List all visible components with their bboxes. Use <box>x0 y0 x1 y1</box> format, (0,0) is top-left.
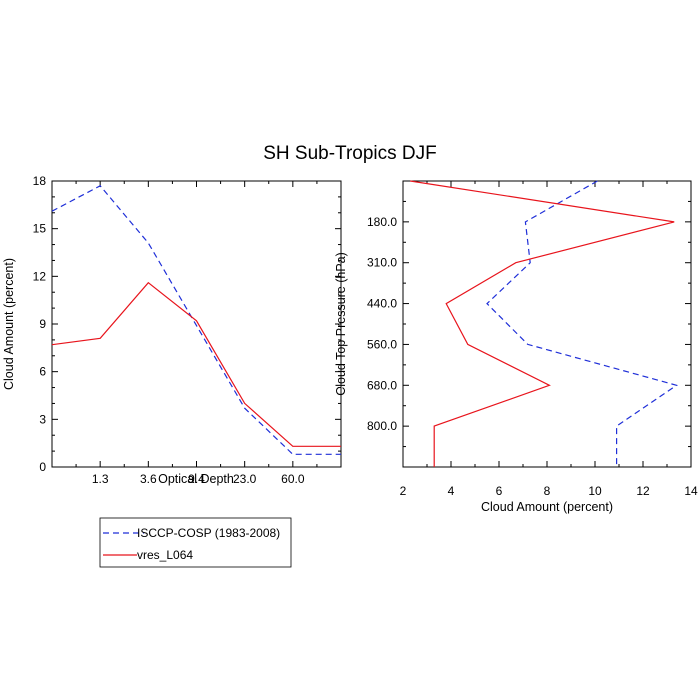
left-series-isccp-line <box>51 185 341 455</box>
left-y-tick-label: 3 <box>39 412 46 426</box>
left-y-tick-label: 15 <box>33 222 47 236</box>
left-x-tick-label: 3.6 <box>140 472 157 486</box>
right-x-axis-label: Cloud Amount (percent) <box>481 500 613 514</box>
left-y-tick-label: 6 <box>39 365 46 379</box>
right-y-tick-label: 310.0 <box>367 256 397 270</box>
left-y-axis-label: Cloud Amount (percent) <box>2 258 16 390</box>
right-x-tick-label: 2 <box>400 484 407 498</box>
right-plot-frame <box>402 180 692 468</box>
right-x-tick-label: 6 <box>496 484 503 498</box>
left-lines <box>51 185 341 455</box>
left-x-tick-label: 60.0 <box>281 472 305 486</box>
left-y-tick-label: 9 <box>39 317 46 331</box>
right-y-tick-label: 680.0 <box>367 378 397 392</box>
right-y-axis-label: Cloud Top Pressure (hPa) <box>334 252 348 396</box>
right-x-tick-label: 12 <box>636 484 650 498</box>
left-series-model-line <box>51 281 341 447</box>
left-y-tick-label: 18 <box>33 174 47 188</box>
legend-label-isccp: ISCCP-COSP (1983-2008) <box>137 526 280 540</box>
legend: ISCCP-COSP (1983-2008) vres_L064 <box>99 517 292 568</box>
left-y-tick-label: 12 <box>33 269 47 283</box>
left-x-tick-label: 23.0 <box>233 472 257 486</box>
right-x-tick-label: 8 <box>544 484 551 498</box>
left-x-axis-label: Optical Depth <box>158 472 234 486</box>
right-ticks: 2 4 6 8 10 12 14 180.0 310.0 440.0 560.0 680.0 800.0 <box>367 181 698 498</box>
right-y-tick-label: 440.0 <box>367 297 397 311</box>
right-panel: 2 4 6 8 10 12 14 180.0 310.0 440.0 560.0 680.0 800.0… <box>334 180 698 514</box>
left-x-tick-label: 1.3 <box>92 472 109 486</box>
right-y-tick-label: 560.0 <box>367 337 397 351</box>
left-plot-frame <box>51 180 342 468</box>
left-ticks: 0 3 6 9 12 15 18 1.3 3.6 9.4 23.0 60.0 <box>33 174 341 486</box>
left-x-tick-label: 9.4 <box>188 472 205 486</box>
chart-title: SH Sub-Tropics DJF <box>263 143 437 164</box>
right-series-model-line <box>410 180 675 467</box>
right-series-isccp-line <box>486 180 679 467</box>
right-lines <box>410 180 679 467</box>
left-y-tick-label: 0 <box>39 460 46 474</box>
right-y-tick-label: 180.0 <box>367 215 397 229</box>
right-x-tick-label: 14 <box>684 484 698 498</box>
right-x-tick-label: 4 <box>448 484 455 498</box>
right-y-tick-label: 800.0 <box>367 419 397 433</box>
legend-box <box>99 517 292 568</box>
left-panel: 0 3 6 9 12 15 18 1.3 3.6 9.4 23.0 60.0 Optical Dept… <box>2 174 342 486</box>
legend-label-model: vres_L064 <box>137 548 193 562</box>
right-x-tick-label: 10 <box>588 484 602 498</box>
